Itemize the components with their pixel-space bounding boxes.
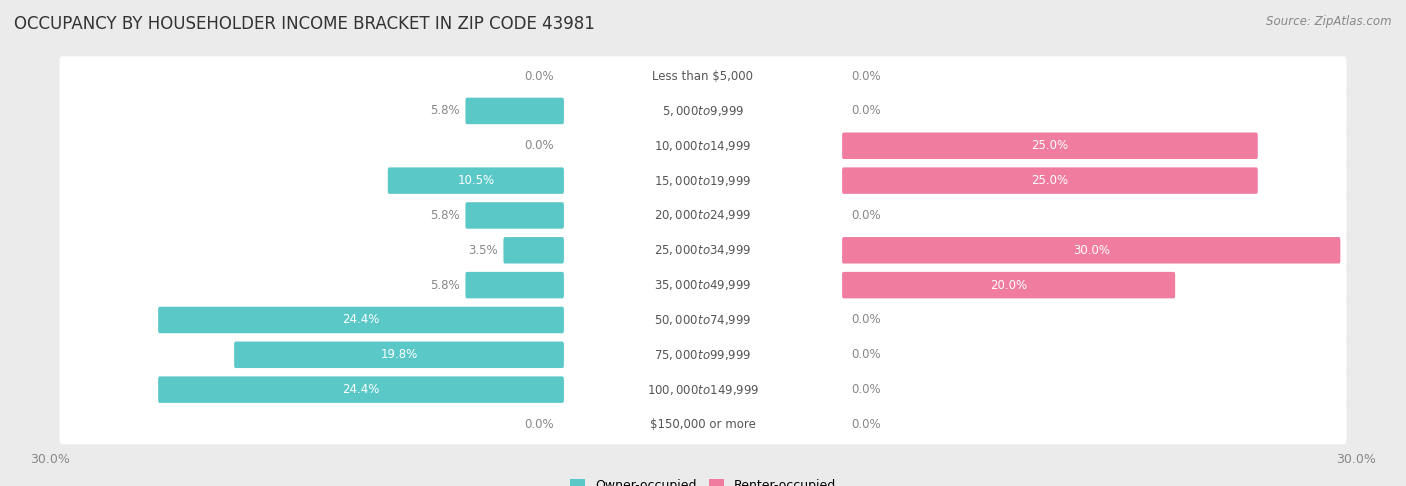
- Text: 0.0%: 0.0%: [852, 69, 882, 83]
- FancyBboxPatch shape: [157, 376, 564, 403]
- Text: $25,000 to $34,999: $25,000 to $34,999: [654, 243, 752, 257]
- Text: 0.0%: 0.0%: [852, 104, 882, 118]
- FancyBboxPatch shape: [842, 167, 1258, 194]
- Text: 0.0%: 0.0%: [852, 418, 882, 431]
- FancyBboxPatch shape: [157, 307, 564, 333]
- FancyBboxPatch shape: [842, 237, 1340, 263]
- Text: $15,000 to $19,999: $15,000 to $19,999: [654, 174, 752, 188]
- Text: Source: ZipAtlas.com: Source: ZipAtlas.com: [1267, 15, 1392, 28]
- Text: 24.4%: 24.4%: [342, 313, 380, 327]
- Text: $10,000 to $14,999: $10,000 to $14,999: [654, 139, 752, 153]
- Text: 0.0%: 0.0%: [852, 313, 882, 327]
- Text: OCCUPANCY BY HOUSEHOLDER INCOME BRACKET IN ZIP CODE 43981: OCCUPANCY BY HOUSEHOLDER INCOME BRACKET …: [14, 15, 595, 33]
- Text: 5.8%: 5.8%: [430, 278, 460, 292]
- FancyBboxPatch shape: [59, 230, 1347, 270]
- Text: 20.0%: 20.0%: [990, 278, 1028, 292]
- Text: 0.0%: 0.0%: [524, 69, 554, 83]
- Text: 5.8%: 5.8%: [430, 209, 460, 222]
- FancyBboxPatch shape: [59, 161, 1347, 200]
- Text: 5.8%: 5.8%: [430, 104, 460, 118]
- Text: 25.0%: 25.0%: [1032, 139, 1069, 152]
- FancyBboxPatch shape: [59, 91, 1347, 131]
- FancyBboxPatch shape: [842, 133, 1258, 159]
- Text: 0.0%: 0.0%: [524, 139, 554, 152]
- Text: $75,000 to $99,999: $75,000 to $99,999: [654, 348, 752, 362]
- Text: 10.5%: 10.5%: [457, 174, 495, 187]
- FancyBboxPatch shape: [59, 370, 1347, 410]
- FancyBboxPatch shape: [503, 237, 564, 263]
- Text: 0.0%: 0.0%: [852, 209, 882, 222]
- Text: $20,000 to $24,999: $20,000 to $24,999: [654, 208, 752, 223]
- Legend: Owner-occupied, Renter-occupied: Owner-occupied, Renter-occupied: [569, 479, 837, 486]
- FancyBboxPatch shape: [465, 98, 564, 124]
- Text: 0.0%: 0.0%: [852, 348, 882, 361]
- Text: $35,000 to $49,999: $35,000 to $49,999: [654, 278, 752, 292]
- FancyBboxPatch shape: [465, 272, 564, 298]
- FancyBboxPatch shape: [465, 202, 564, 229]
- Text: 19.8%: 19.8%: [381, 348, 418, 361]
- FancyBboxPatch shape: [59, 300, 1347, 340]
- FancyBboxPatch shape: [388, 167, 564, 194]
- Text: $50,000 to $74,999: $50,000 to $74,999: [654, 313, 752, 327]
- Text: $5,000 to $9,999: $5,000 to $9,999: [662, 104, 744, 118]
- Text: $100,000 to $149,999: $100,000 to $149,999: [647, 382, 759, 397]
- Text: 24.4%: 24.4%: [342, 383, 380, 396]
- Text: 30.0%: 30.0%: [1073, 244, 1109, 257]
- FancyBboxPatch shape: [59, 405, 1347, 444]
- Text: 0.0%: 0.0%: [852, 383, 882, 396]
- FancyBboxPatch shape: [235, 342, 564, 368]
- Text: $150,000 or more: $150,000 or more: [650, 418, 756, 431]
- FancyBboxPatch shape: [59, 56, 1347, 96]
- Text: Less than $5,000: Less than $5,000: [652, 69, 754, 83]
- FancyBboxPatch shape: [59, 265, 1347, 305]
- Text: 0.0%: 0.0%: [524, 418, 554, 431]
- FancyBboxPatch shape: [59, 126, 1347, 166]
- FancyBboxPatch shape: [842, 272, 1175, 298]
- Text: 25.0%: 25.0%: [1032, 174, 1069, 187]
- FancyBboxPatch shape: [59, 195, 1347, 235]
- FancyBboxPatch shape: [59, 335, 1347, 375]
- Text: 3.5%: 3.5%: [468, 244, 498, 257]
